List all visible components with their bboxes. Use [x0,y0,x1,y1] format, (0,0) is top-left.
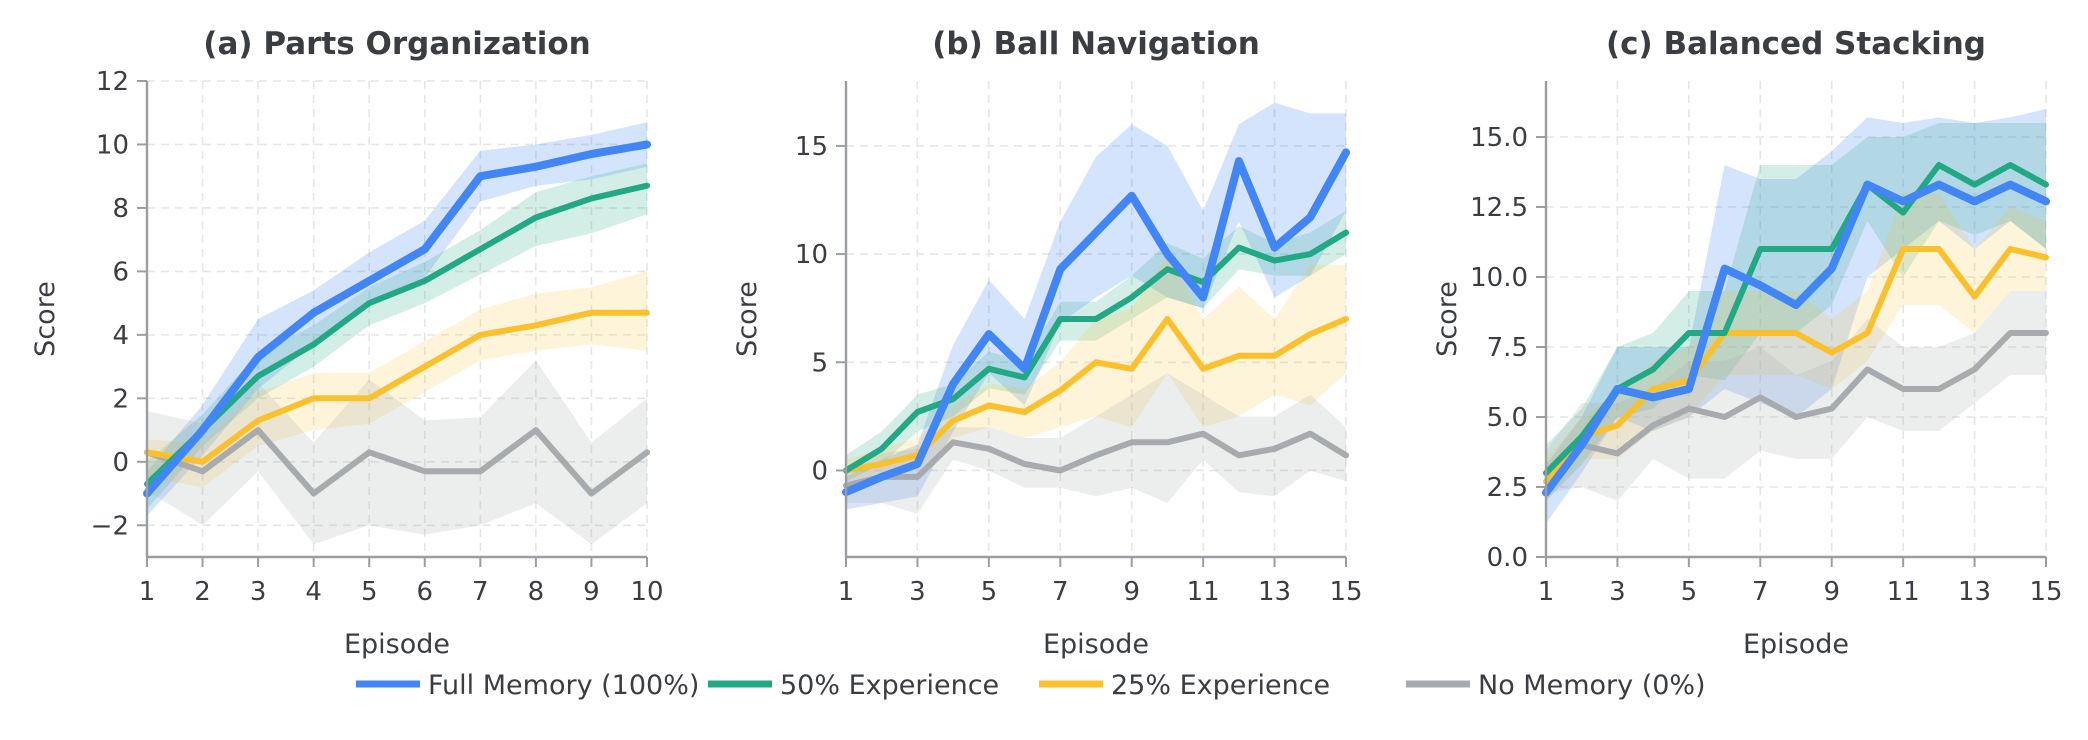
x-tick-label: 3 [250,577,267,607]
y-tick-label: 15 [795,132,828,162]
y-tick-label: 6 [112,257,129,287]
y-tick-label: 5.0 [1487,403,1528,433]
legend-label: Full Memory (100%) [428,670,699,701]
confidence-band [846,254,1346,482]
series-line [144,427,650,497]
y-axis-label: Score [1432,281,1463,357]
legend-item: No Memory (0%) [1406,670,1706,701]
y-axis-label: Score [30,281,61,357]
x-tick-label: 9 [583,577,600,607]
x-axis-label: Episode [1043,629,1149,660]
confidence-band [1546,193,2046,501]
legend-item: Full Memory (100%) [356,670,699,701]
y-tick-label: 12.5 [1470,193,1528,223]
confidence-band [846,373,1346,514]
panel-3: 1 3 5 7 9 11 13 150.02.55.07.510.012.515.0(c) B… [1432,26,2063,660]
y-tick-label: 2 [112,384,129,414]
y-tick-label: 15.0 [1470,123,1528,153]
x-tick-label: 7 [1752,577,1769,607]
x-tick-label: 13 [1258,577,1291,607]
x-tick-label: 13 [1958,577,1991,607]
y-tick-label: 2.5 [1487,473,1528,503]
confidence-band [147,360,647,545]
confidence-band [846,210,1346,482]
confidence-band [1546,291,2046,501]
x-tick-label: 1 [1538,577,1555,607]
x-tick-label: 7 [1052,577,1069,607]
x-tick-label: 9 [1823,577,1840,607]
x-tick-label: 1 [139,577,156,607]
x-tick-label: 6 [417,577,434,607]
series-line [143,140,651,498]
panel-title: (a) Parts Organization [203,26,590,62]
series-line [1543,330,2049,476]
y-tick-label: 0 [112,448,129,478]
y-tick-label: 0.0 [1487,543,1528,573]
x-tick-label: 11 [1887,577,1920,607]
x-tick-label: 4 [305,577,322,607]
legend-item: 50% Experience [708,670,999,701]
series-line [1542,180,2050,497]
y-axis-label: Score [732,281,763,357]
confidence-band [147,122,647,516]
x-tick-label: 3 [909,577,926,607]
x-tick-label: 9 [1123,577,1140,607]
x-tick-label: 15 [2029,577,2062,607]
legend: Full Memory (100%) 50% Experience 25% Expe… [356,670,1706,701]
y-tick-label: 12 [96,67,129,97]
x-tick-label: 7 [472,577,489,607]
y-tick-label: 10 [795,240,828,270]
series-line [1543,246,2049,485]
x-tick-label: 5 [361,577,378,607]
y-tick-label: 0 [811,456,828,486]
confidence-band [846,102,1346,510]
x-tick-label: 2 [194,577,211,607]
y-tick-label: 8 [112,194,129,224]
legend-label: 50% Experience [780,670,999,701]
y-tick-label: 10 [96,130,129,160]
x-tick-label: 11 [1187,577,1220,607]
series-line [843,229,1349,474]
confidence-band [1546,123,2046,501]
x-tick-label: 5 [1681,577,1698,607]
y-tick-label: 4 [112,321,129,351]
confidence-band [147,163,647,510]
series-line [144,309,650,465]
legend-item: 25% Experience [1039,670,1330,701]
panel-title: (c) Balanced Stacking [1606,26,1986,62]
y-tick-label: −2 [91,511,129,541]
panel-title: (b) Ball Navigation [932,26,1260,62]
legend-label: 25% Experience [1111,670,1330,701]
legend-label: No Memory (0%) [1478,670,1706,701]
x-tick-label: 5 [981,577,998,607]
y-tick-label: 5 [811,348,828,378]
series-line [842,148,1350,497]
y-tick-label: 10.0 [1470,263,1528,293]
x-tick-label: 15 [1329,577,1362,607]
series-line [1543,162,2049,476]
series-line [843,430,1349,489]
x-tick-label: 3 [1609,577,1626,607]
series-line [144,182,650,487]
y-tick-label: 7.5 [1487,333,1528,363]
x-tick-label: 8 [528,577,545,607]
x-tick-label: 10 [630,577,663,607]
x-axis-label: Episode [344,629,450,660]
x-axis-label: Episode [1743,629,1849,660]
x-tick-label: 1 [838,577,855,607]
